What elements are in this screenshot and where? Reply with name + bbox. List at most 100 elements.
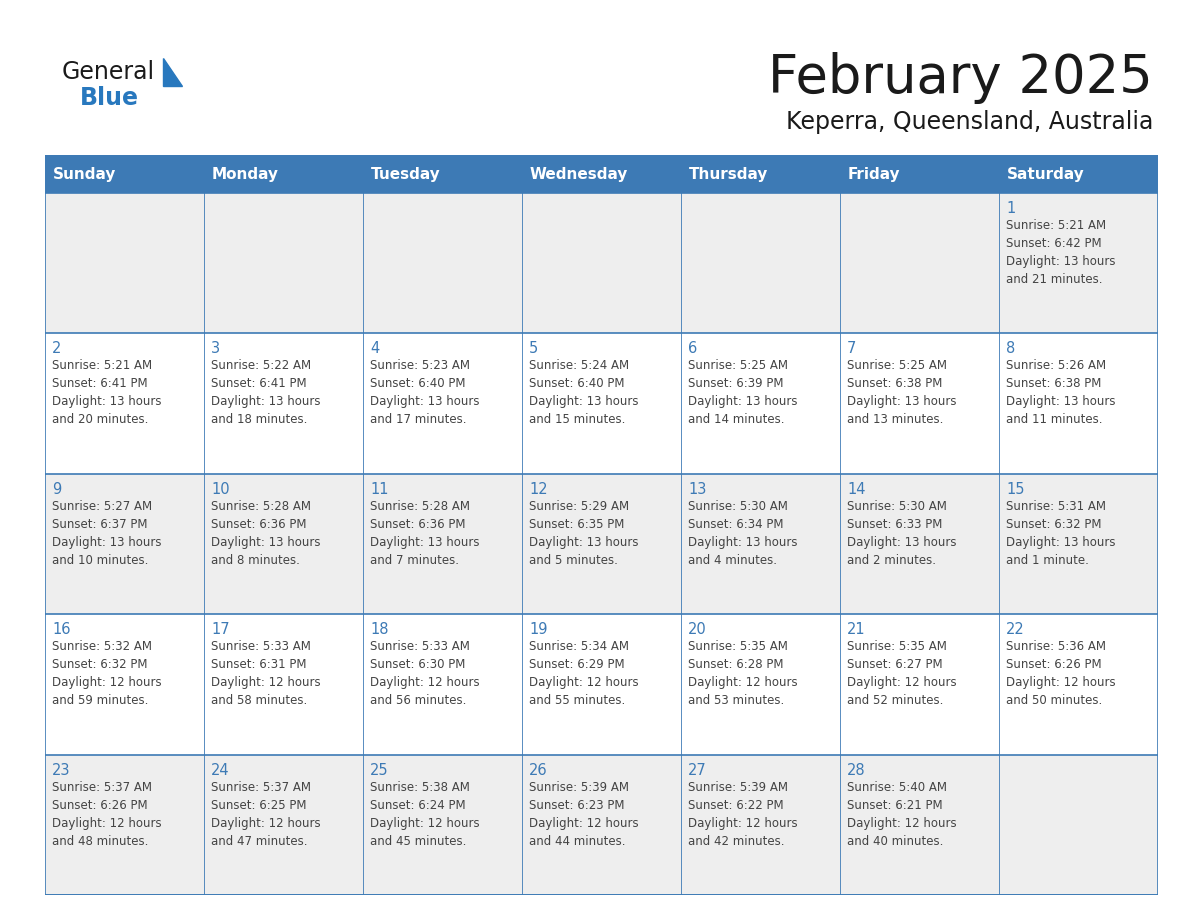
Bar — [840, 474, 999, 614]
Bar — [522, 193, 681, 333]
Text: and 50 minutes.: and 50 minutes. — [1006, 694, 1102, 707]
Text: February 2025: February 2025 — [769, 52, 1154, 104]
Text: Sunset: 6:29 PM: Sunset: 6:29 PM — [529, 658, 625, 671]
Text: Sunrise: 5:39 AM: Sunrise: 5:39 AM — [529, 780, 628, 793]
Text: Sunrise: 5:37 AM: Sunrise: 5:37 AM — [52, 780, 152, 793]
Text: Sunrise: 5:35 AM: Sunrise: 5:35 AM — [688, 640, 788, 654]
Text: and 47 minutes.: and 47 minutes. — [211, 834, 308, 847]
Text: Sunrise: 5:30 AM: Sunrise: 5:30 AM — [847, 499, 947, 513]
Text: Daylight: 12 hours: Daylight: 12 hours — [688, 817, 797, 830]
Bar — [681, 193, 840, 333]
Bar — [204, 193, 364, 333]
Text: Sunrise: 5:24 AM: Sunrise: 5:24 AM — [529, 360, 630, 373]
Text: Sunset: 6:38 PM: Sunset: 6:38 PM — [847, 377, 942, 390]
Text: Sunrise: 5:26 AM: Sunrise: 5:26 AM — [1006, 360, 1106, 373]
Text: Daylight: 13 hours: Daylight: 13 hours — [688, 396, 797, 409]
Bar — [840, 155, 999, 193]
Bar — [999, 193, 1158, 333]
Text: 6: 6 — [688, 341, 697, 356]
Text: Sunset: 6:23 PM: Sunset: 6:23 PM — [529, 799, 625, 812]
Text: and 48 minutes.: and 48 minutes. — [52, 834, 148, 847]
Text: Sunrise: 5:30 AM: Sunrise: 5:30 AM — [688, 499, 788, 513]
Text: Daylight: 12 hours: Daylight: 12 hours — [1006, 677, 1116, 689]
Bar — [364, 474, 522, 614]
Text: Sunset: 6:39 PM: Sunset: 6:39 PM — [688, 377, 784, 390]
Text: and 58 minutes.: and 58 minutes. — [211, 694, 308, 707]
Text: Sunset: 6:36 PM: Sunset: 6:36 PM — [369, 518, 466, 531]
Text: 18: 18 — [369, 622, 388, 637]
Text: and 14 minutes.: and 14 minutes. — [688, 413, 784, 426]
Bar — [999, 614, 1158, 755]
Text: Sunrise: 5:29 AM: Sunrise: 5:29 AM — [529, 499, 630, 513]
Text: Daylight: 13 hours: Daylight: 13 hours — [211, 396, 321, 409]
Text: Daylight: 12 hours: Daylight: 12 hours — [369, 677, 480, 689]
Text: Sunrise: 5:33 AM: Sunrise: 5:33 AM — [369, 640, 470, 654]
Text: Sunrise: 5:37 AM: Sunrise: 5:37 AM — [211, 780, 311, 793]
Bar — [364, 155, 522, 193]
Text: and 1 minute.: and 1 minute. — [1006, 554, 1089, 566]
Text: 3: 3 — [211, 341, 220, 356]
Text: Daylight: 13 hours: Daylight: 13 hours — [1006, 536, 1116, 549]
Bar — [522, 755, 681, 895]
Text: 7: 7 — [847, 341, 857, 356]
Text: Sunset: 6:31 PM: Sunset: 6:31 PM — [211, 658, 307, 671]
Text: Daylight: 12 hours: Daylight: 12 hours — [52, 817, 162, 830]
Text: 17: 17 — [211, 622, 229, 637]
Text: 11: 11 — [369, 482, 388, 497]
Text: 15: 15 — [1006, 482, 1024, 497]
Text: and 7 minutes.: and 7 minutes. — [369, 554, 459, 566]
Text: Daylight: 13 hours: Daylight: 13 hours — [369, 396, 480, 409]
Text: and 55 minutes.: and 55 minutes. — [529, 694, 625, 707]
Text: Sunset: 6:36 PM: Sunset: 6:36 PM — [211, 518, 307, 531]
Text: 1: 1 — [1006, 201, 1016, 216]
Text: Sunset: 6:28 PM: Sunset: 6:28 PM — [688, 658, 784, 671]
Bar — [681, 155, 840, 193]
Text: Sunset: 6:32 PM: Sunset: 6:32 PM — [1006, 518, 1101, 531]
Text: Sunset: 6:30 PM: Sunset: 6:30 PM — [369, 658, 466, 671]
Text: 13: 13 — [688, 482, 707, 497]
Bar — [840, 193, 999, 333]
Bar — [204, 474, 364, 614]
Text: 4: 4 — [369, 341, 379, 356]
Text: Sunset: 6:38 PM: Sunset: 6:38 PM — [1006, 377, 1101, 390]
Text: 23: 23 — [52, 763, 70, 778]
Text: and 21 minutes.: and 21 minutes. — [1006, 273, 1102, 286]
Text: 27: 27 — [688, 763, 707, 778]
Text: 10: 10 — [211, 482, 229, 497]
Text: Daylight: 13 hours: Daylight: 13 hours — [688, 536, 797, 549]
Text: Daylight: 12 hours: Daylight: 12 hours — [52, 677, 162, 689]
Text: Sunrise: 5:31 AM: Sunrise: 5:31 AM — [1006, 499, 1106, 513]
Text: Sunset: 6:33 PM: Sunset: 6:33 PM — [847, 518, 942, 531]
Bar — [364, 755, 522, 895]
Text: and 15 minutes.: and 15 minutes. — [529, 413, 625, 426]
Text: Sunset: 6:21 PM: Sunset: 6:21 PM — [847, 799, 942, 812]
Bar — [522, 155, 681, 193]
Text: and 13 minutes.: and 13 minutes. — [847, 413, 943, 426]
Text: Sunrise: 5:23 AM: Sunrise: 5:23 AM — [369, 360, 470, 373]
Bar — [840, 614, 999, 755]
Text: Daylight: 12 hours: Daylight: 12 hours — [847, 817, 956, 830]
Text: Daylight: 12 hours: Daylight: 12 hours — [211, 677, 321, 689]
Text: and 20 minutes.: and 20 minutes. — [52, 413, 148, 426]
Text: Daylight: 13 hours: Daylight: 13 hours — [1006, 396, 1116, 409]
Text: Daylight: 12 hours: Daylight: 12 hours — [211, 817, 321, 830]
Bar — [840, 755, 999, 895]
Text: Sunset: 6:42 PM: Sunset: 6:42 PM — [1006, 237, 1101, 250]
Text: Sunset: 6:41 PM: Sunset: 6:41 PM — [211, 377, 307, 390]
Text: and 10 minutes.: and 10 minutes. — [52, 554, 148, 566]
Text: Sunset: 6:41 PM: Sunset: 6:41 PM — [52, 377, 147, 390]
Text: 19: 19 — [529, 622, 548, 637]
Text: 8: 8 — [1006, 341, 1016, 356]
Bar — [204, 155, 364, 193]
Text: and 5 minutes.: and 5 minutes. — [529, 554, 618, 566]
Text: and 17 minutes.: and 17 minutes. — [369, 413, 467, 426]
Text: and 11 minutes.: and 11 minutes. — [1006, 413, 1102, 426]
Text: Sunset: 6:35 PM: Sunset: 6:35 PM — [529, 518, 625, 531]
Text: 22: 22 — [1006, 622, 1025, 637]
Bar — [45, 155, 204, 193]
Text: Wednesday: Wednesday — [530, 166, 628, 182]
Text: and 18 minutes.: and 18 minutes. — [211, 413, 308, 426]
Text: Sunrise: 5:28 AM: Sunrise: 5:28 AM — [211, 499, 311, 513]
Text: Daylight: 13 hours: Daylight: 13 hours — [847, 536, 956, 549]
Text: Sunrise: 5:39 AM: Sunrise: 5:39 AM — [688, 780, 788, 793]
